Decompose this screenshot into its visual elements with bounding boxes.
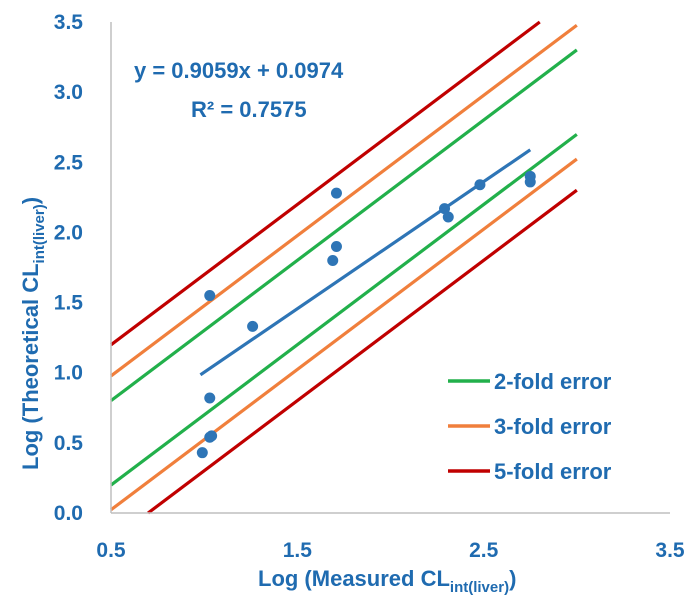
error-line-1-upper — [110, 48, 578, 402]
y-tick-label: 3.0 — [54, 81, 83, 104]
y-tick-label: 0.5 — [54, 432, 84, 455]
x-axis-title-main: Log (Measured CL — [258, 566, 450, 591]
legend-label: 5-fold error — [494, 459, 612, 484]
x-axis-title: Log (Measured CLint(liver)) — [258, 566, 516, 596]
legend-label: 2-fold error — [494, 369, 612, 394]
legend: 2-fold error 3-fold error 5-fold error — [448, 369, 612, 484]
y-axis-title: Log (Theoretical CLint(liver)) — [18, 197, 48, 470]
regression-r2: R² = 0.7575 — [191, 97, 307, 122]
y-tick-label: 3.5 — [54, 11, 84, 34]
data-point — [330, 187, 342, 199]
x-axis-title-end: ) — [509, 566, 516, 591]
y-axis-title-sub: int(liver) — [31, 204, 48, 263]
x-tick-labels: 0.5 1.5 2.5 3.5 — [96, 539, 685, 562]
error-lines-group — [110, 20, 578, 515]
error-line-2-lower — [110, 157, 578, 512]
data-point — [474, 179, 486, 191]
x-tick-label: 2.5 — [469, 539, 499, 562]
x-tick-label: 3.5 — [655, 539, 685, 562]
x-tick-label: 0.5 — [96, 539, 126, 562]
data-point — [204, 392, 216, 404]
error-line-1-lower — [110, 133, 578, 487]
x-axis-title-sub: int(liver) — [450, 579, 509, 596]
y-axis-title-end: ) — [18, 197, 43, 204]
x-tick-label: 1.5 — [283, 539, 313, 562]
data-point — [206, 430, 218, 442]
data-point — [330, 240, 342, 252]
data-point — [439, 203, 451, 215]
y-tick-label: 1.5 — [54, 292, 84, 315]
data-points-group — [196, 170, 536, 459]
error-line-3-upper — [110, 20, 541, 347]
y-tick-label: 2.5 — [54, 151, 84, 174]
data-point — [204, 290, 216, 302]
data-point — [196, 447, 208, 459]
legend-label: 3-fold error — [494, 414, 612, 439]
data-point — [327, 254, 339, 266]
y-tick-label: 0.0 — [54, 502, 83, 525]
error-line-3-lower — [147, 188, 578, 515]
y-tick-label: 2.0 — [54, 221, 83, 244]
y-axis-title-main: Log (Theoretical CL — [18, 263, 43, 470]
y-tick-labels: 0.0 0.5 1.0 1.5 2.0 2.5 3.0 3.5 — [54, 11, 84, 525]
regression-equation: y = 0.9059x + 0.0974 — [134, 58, 344, 83]
error-line-2-upper — [110, 23, 578, 378]
data-point — [247, 320, 259, 332]
data-point — [442, 211, 454, 223]
data-point — [524, 176, 536, 188]
y-tick-label: 1.0 — [54, 362, 83, 385]
